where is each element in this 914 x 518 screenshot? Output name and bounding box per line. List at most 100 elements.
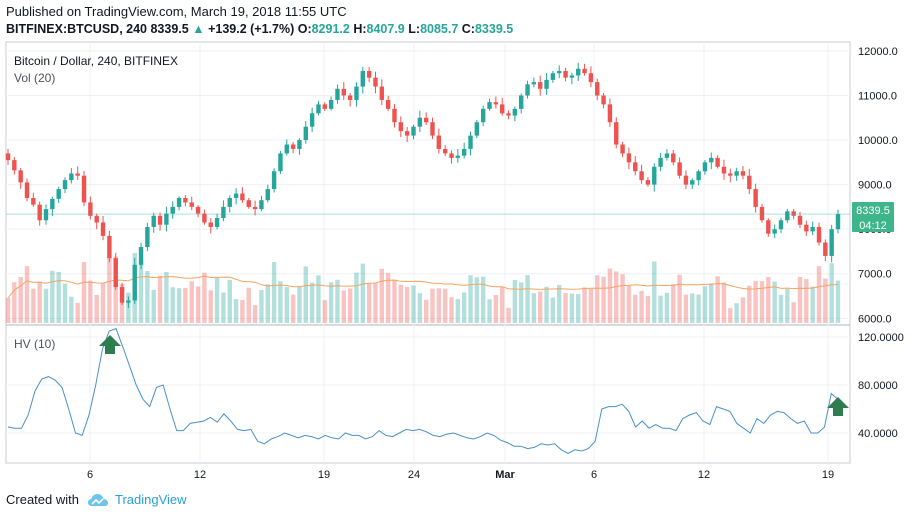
candle-body: [442, 148, 448, 154]
volume-bar: [24, 266, 30, 323]
badge-price: 8339.5: [856, 205, 890, 217]
candle-body: [151, 215, 156, 227]
volume-bar: [512, 279, 518, 323]
candle-body: [747, 175, 752, 190]
open-label: O:: [297, 22, 312, 36]
volume-bar: [12, 282, 17, 323]
candle-body: [601, 95, 606, 105]
candle-body: [132, 264, 137, 301]
volume-bar: [671, 284, 676, 323]
volume-bar: [18, 277, 23, 323]
candle-body: [728, 173, 733, 176]
candle-body: [582, 68, 587, 74]
volume-bar: [531, 293, 537, 323]
candle-body: [835, 214, 841, 230]
hv-line: [7, 327, 839, 454]
pane-labels: Bitcoin / Dollar, 240, BITFINEX Vol (20)…: [14, 54, 178, 351]
hv-tick-label: 120.0000: [858, 332, 904, 344]
volume-bar: [417, 293, 423, 323]
volume-bar: [791, 302, 796, 323]
volume-bar: [734, 303, 739, 323]
candle-body: [69, 173, 74, 181]
candle-body: [499, 104, 505, 114]
volume-bar: [392, 279, 397, 323]
volume-bar: [271, 262, 277, 323]
candle-body: [816, 226, 822, 243]
volume-bar: [195, 286, 201, 323]
candle-body: [829, 229, 834, 256]
price-badge: 8339.5 04:12: [852, 202, 894, 232]
volume-bar: [829, 263, 834, 323]
candle-body: [322, 104, 327, 109]
candle-body: [297, 140, 302, 149]
volume-bar: [652, 261, 657, 323]
candle-body: [550, 73, 556, 80]
tradingview-brand[interactable]: TradingView: [114, 492, 187, 507]
candle-body: [480, 108, 486, 123]
change-up-icon: ▲: [192, 22, 205, 36]
close-label: C:: [461, 22, 475, 36]
high-label: H:: [353, 22, 367, 36]
plot-frame: [5, 41, 851, 464]
candle-body: [588, 73, 594, 83]
volume-bar: [246, 287, 251, 323]
volume-bar: [633, 294, 638, 323]
volume-bar: [601, 276, 606, 323]
candle-body: [233, 193, 239, 198]
volume-bar: [366, 283, 372, 323]
price-tick-label: 11000.0: [858, 90, 897, 102]
volume-bar: [297, 285, 302, 323]
volume-bar: [335, 279, 340, 323]
volume-bar: [189, 281, 194, 323]
candle-body: [734, 171, 739, 176]
footer: Created with TradingView: [6, 492, 187, 507]
volume-bar: [778, 294, 784, 323]
candle-body: [810, 226, 815, 232]
candle-body: [785, 211, 790, 221]
volume-bar: [284, 287, 289, 323]
volume-bar: [804, 279, 809, 323]
candle-body: [576, 68, 581, 76]
volume-bar: [183, 287, 188, 323]
symbol-ohlc-line: BITFINEX:BTCUSD, 240 8339.5 ▲ +139.2 (+1…: [6, 22, 513, 36]
volume-bar: [563, 292, 568, 323]
volume-bar: [423, 299, 429, 323]
volume-bar: [75, 302, 80, 323]
volume-bar: [202, 272, 207, 323]
candle-body: [183, 197, 188, 203]
volume-bar: [265, 284, 270, 323]
volume-bar: [677, 274, 682, 323]
volume-bar: [436, 288, 442, 323]
volume-bar: [557, 284, 562, 323]
volume-bar: [626, 285, 632, 323]
close-value: 8339.5: [474, 22, 514, 36]
volume-bar: [461, 292, 467, 323]
high-value: 8407.9: [366, 22, 405, 36]
volume-bar: [214, 277, 220, 323]
candle-body: [797, 215, 803, 225]
volume-bar: [170, 287, 175, 323]
volume-bar: [62, 283, 68, 323]
candle-body: [468, 135, 473, 149]
volume-bar: [81, 262, 87, 323]
volume-bar: [487, 299, 492, 323]
candle-body: [18, 170, 23, 183]
candle-body: [240, 193, 245, 201]
candle-body: [430, 122, 435, 136]
volume-bar: [385, 273, 391, 323]
candle-body: [544, 79, 549, 89]
time-tick-label: 24: [408, 469, 420, 481]
candle-body: [404, 131, 410, 136]
candle-body: [512, 108, 518, 116]
volume-bar: [595, 275, 600, 323]
candle-body: [303, 126, 308, 141]
candle-body: [715, 157, 720, 167]
candle-body: [354, 86, 359, 100]
candle-body: [24, 182, 30, 198]
candle-body: [759, 206, 765, 221]
candle-body: [607, 104, 613, 123]
candle-body: [645, 180, 651, 185]
price-change: +139.2 (+1.7%): [208, 22, 295, 36]
volume-ma-line: [7, 275, 839, 299]
